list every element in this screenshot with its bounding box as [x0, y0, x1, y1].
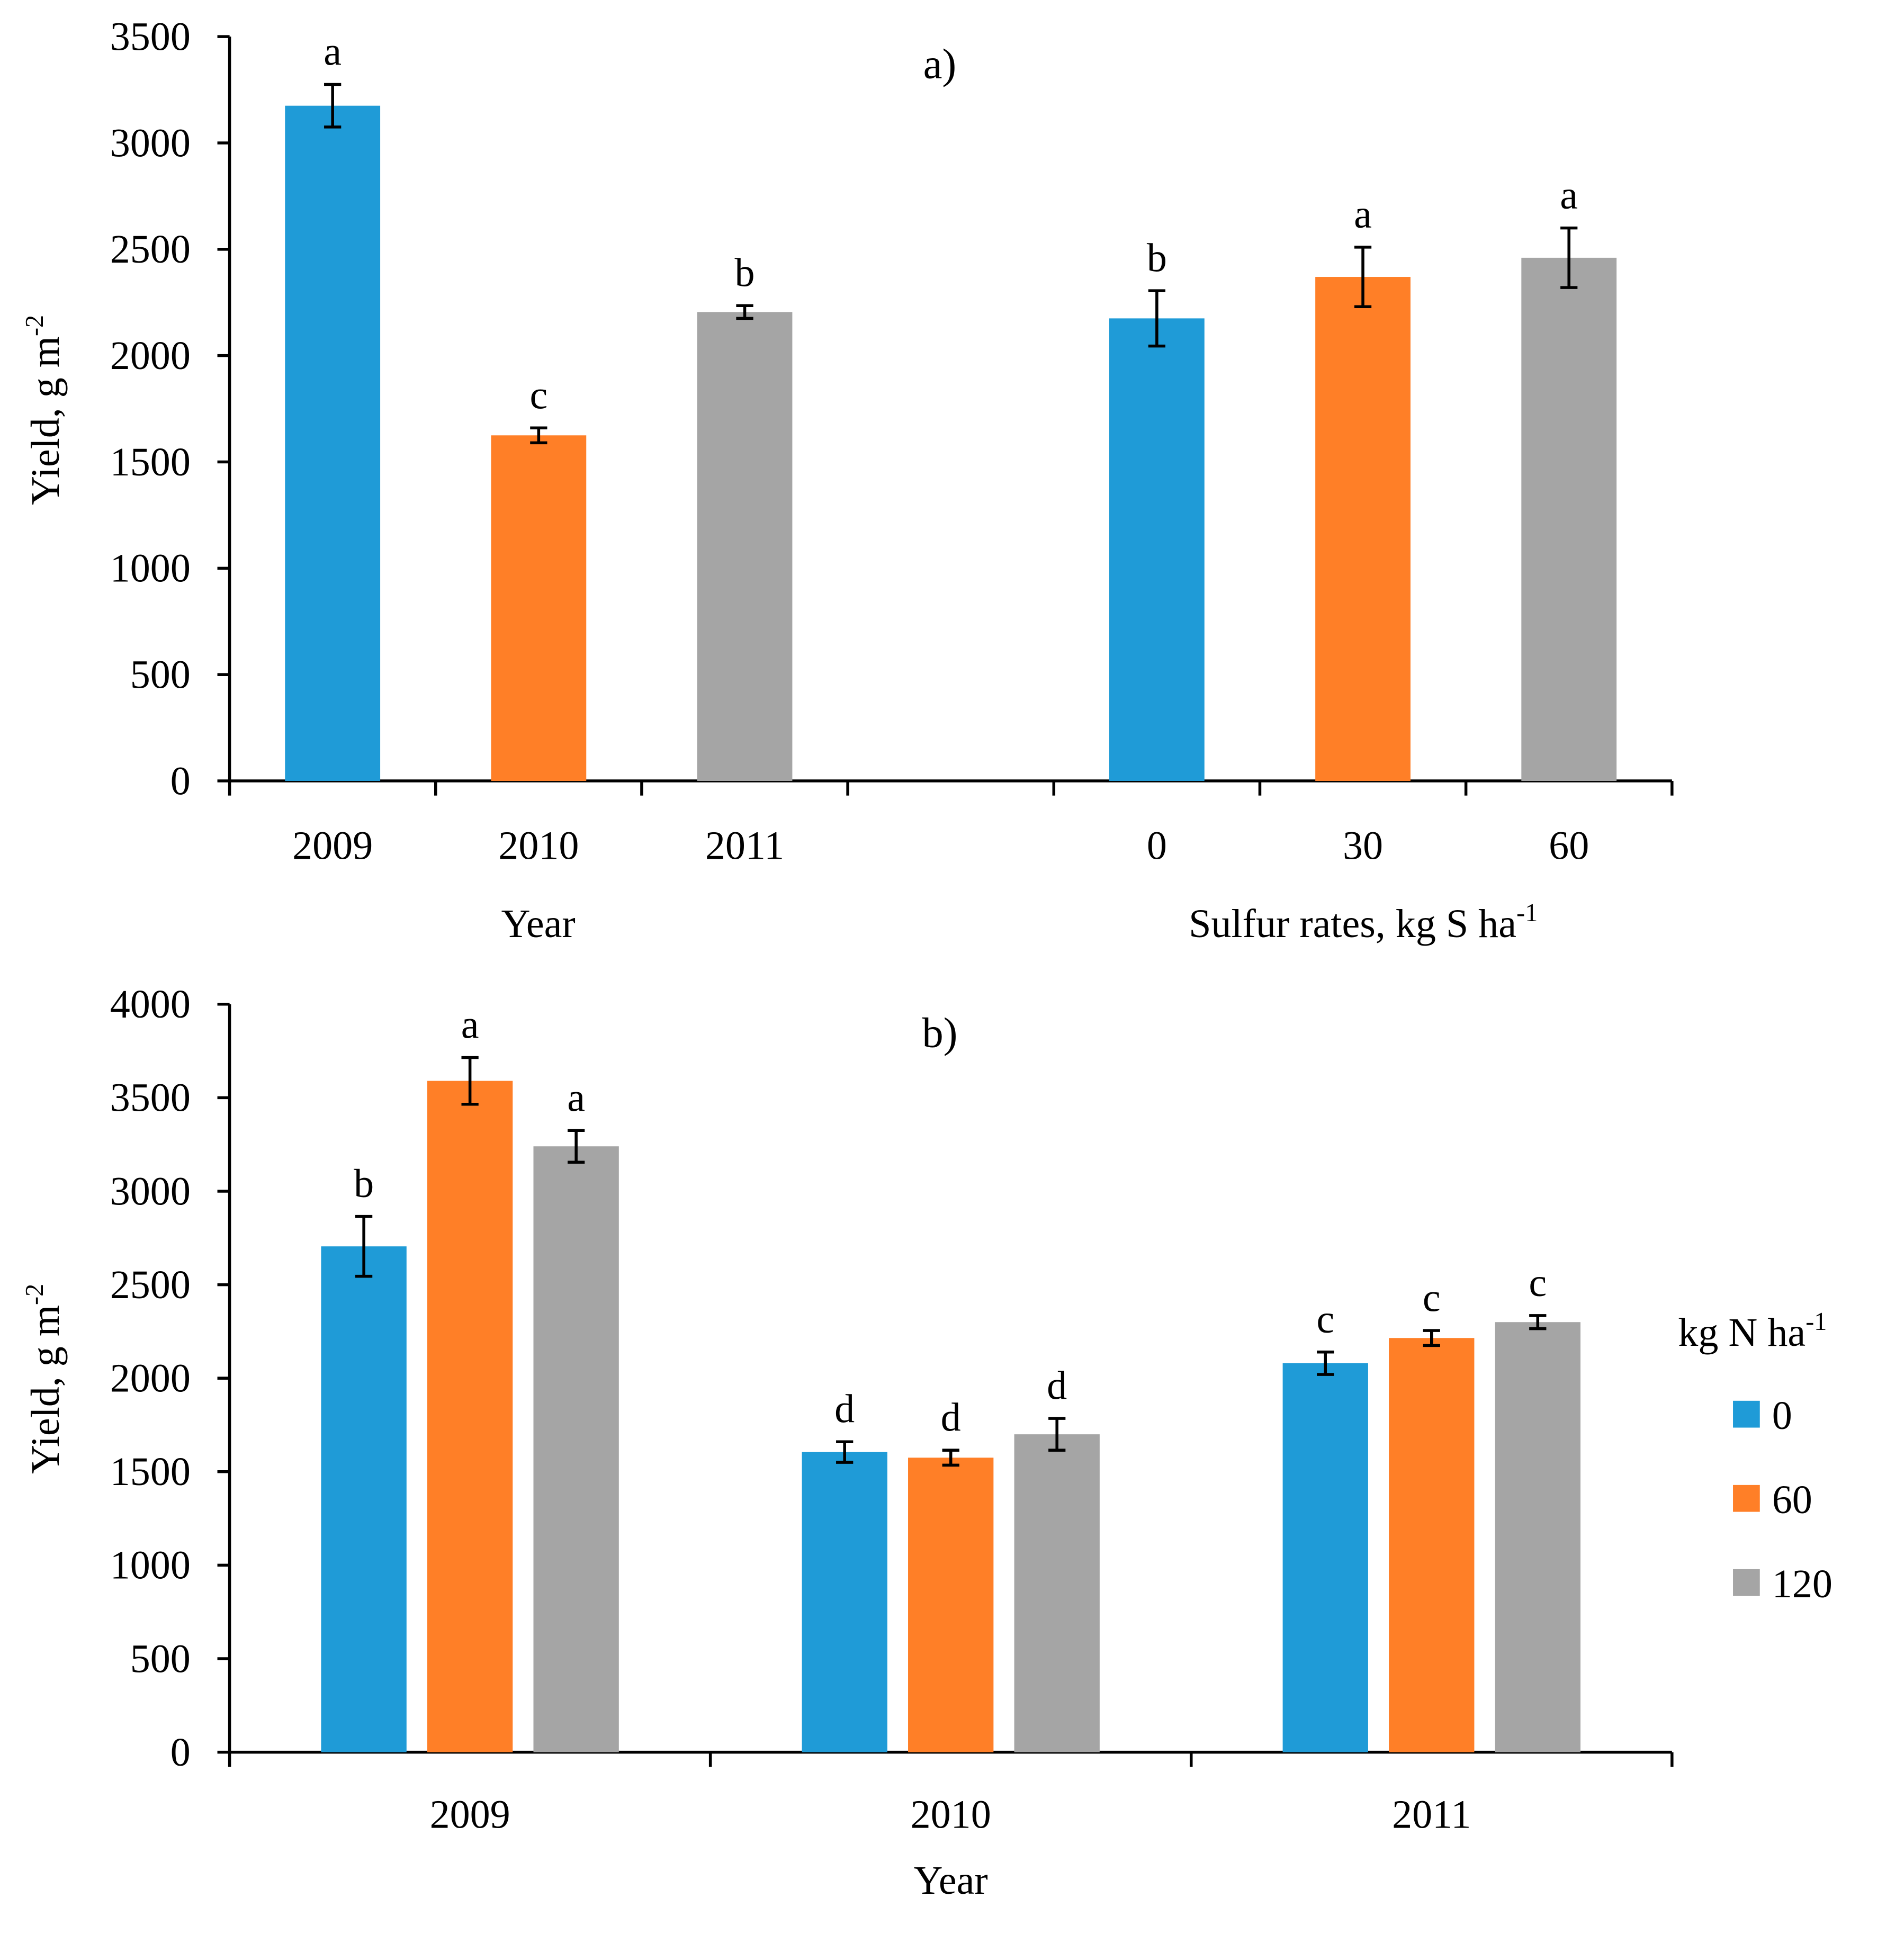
bar-2011-n-60	[1389, 1338, 1475, 1752]
bar-2011-n-0	[1282, 1363, 1368, 1752]
legend-title-superscript: -1	[1806, 1308, 1827, 1336]
bar-sulfur-rates-kg-s-ha-0	[1109, 318, 1205, 781]
x-tick-label: 2011	[1392, 1792, 1471, 1837]
significance-letter: b	[1147, 236, 1167, 280]
y-tick-label: 1500	[110, 440, 191, 484]
bar-2010-n-0	[802, 1452, 887, 1752]
significance-letter: c	[1423, 1275, 1441, 1320]
legend-label-0: 0	[1772, 1393, 1792, 1438]
x-tick-label: 2009	[430, 1792, 510, 1837]
legend-swatch-60	[1733, 1485, 1760, 1512]
significance-letter: d	[1047, 1363, 1067, 1408]
significance-letter: a	[461, 1003, 479, 1047]
y-tick-label: 1000	[110, 546, 191, 591]
panel-b-title: b)	[922, 1009, 957, 1056]
bar-year-2009	[285, 105, 381, 781]
y-tick-label: 3000	[110, 1169, 191, 1213]
y-tick-label: 500	[130, 1636, 191, 1681]
significance-letter: a	[567, 1075, 585, 1120]
y-axis-title-text: Yield, g m	[23, 1305, 68, 1474]
panel-b-marks: 0 500 1000 1500 2000 2500 3000 3500 4000 b a a 2009 d…	[110, 982, 1833, 1837]
y-axis-title-text: Yield, g m	[23, 336, 68, 505]
y-tick-label: 3000	[110, 121, 191, 165]
x-axis-group-title-superscript: -1	[1516, 899, 1538, 927]
panel-a-title: a)	[923, 41, 957, 88]
x-tick-label: 2010	[498, 824, 579, 868]
x-tick-label: 2010	[911, 1792, 991, 1837]
bar-sulfur-rates-kg-s-ha-30	[1315, 277, 1411, 781]
significance-letter: d	[941, 1395, 961, 1440]
bar-2010-n-60	[908, 1458, 994, 1752]
y-tick-label: 1000	[110, 1543, 191, 1588]
significance-letter: a	[324, 30, 342, 74]
y-tick-label: 3500	[110, 14, 191, 59]
significance-letter: b	[354, 1162, 374, 1206]
y-tick-label: 1500	[110, 1450, 191, 1494]
x-tick-label: 2009	[292, 824, 373, 868]
significance-letter: c	[1316, 1297, 1334, 1342]
y-axis-title-superscript: -2	[21, 1284, 49, 1305]
x-tick-label: 2011	[705, 824, 784, 868]
panel-b-x-axis-title: Year	[914, 1858, 988, 1903]
y-tick-label: 2500	[110, 1263, 191, 1307]
y-tick-label: 4000	[110, 982, 191, 1027]
bar-2009-n-60	[427, 1081, 513, 1752]
legend-title-text: kg N ha	[1678, 1310, 1806, 1355]
y-tick-label: 500	[130, 653, 191, 697]
significance-letter: c	[529, 373, 547, 417]
bar-2011-n-120	[1495, 1322, 1580, 1752]
bar-year-2010	[491, 435, 587, 781]
x-tick-label: 60	[1549, 824, 1589, 868]
legend-label-60: 60	[1772, 1478, 1812, 1522]
significance-letter: a	[1354, 192, 1372, 237]
panel-b-y-axis-title: Yield, g m-2	[21, 1284, 68, 1474]
y-tick-label: 2000	[110, 334, 191, 378]
significance-letter: c	[1529, 1261, 1547, 1305]
y-tick-label: 0	[170, 1730, 191, 1775]
x-axis-group-title-year: Year	[501, 902, 576, 946]
bar-sulfur-rates-kg-s-ha-60	[1521, 257, 1617, 781]
bar-2010-n-120	[1014, 1434, 1100, 1752]
panel-b: b) Yield, g m-2 Year kg N ha-1 0 500 1000 1…	[21, 982, 1833, 1903]
x-axis-group-title-text: Year	[501, 902, 576, 946]
significance-letter: a	[1560, 173, 1578, 218]
y-axis-title-superscript: -2	[21, 315, 49, 336]
legend-swatch-120	[1733, 1569, 1760, 1596]
panel-a-marks: 0 500 1000 1500 2000 2500 3000 3500 a 2009 c 2010 b 2…	[110, 14, 1674, 868]
x-tick-label: 30	[1343, 824, 1383, 868]
bar-2009-n-0	[321, 1246, 407, 1752]
significance-letter: b	[735, 250, 755, 295]
panel-a: a) Yield, g m-2 Year Sulfur rates, kg S …	[21, 14, 1674, 946]
y-tick-label: 2500	[110, 227, 191, 272]
legend-label-120: 120	[1772, 1562, 1833, 1606]
bar-year-2011	[697, 312, 793, 781]
y-tick-label: 3500	[110, 1076, 191, 1120]
y-tick-label: 2000	[110, 1356, 191, 1401]
bar-2009-n-120	[533, 1146, 619, 1752]
legend-swatch-0	[1733, 1400, 1760, 1428]
legend-title: kg N ha-1	[1678, 1308, 1827, 1355]
x-tick-label: 0	[1147, 824, 1167, 868]
x-axis-group-title-text: Sulfur rates, kg S ha	[1189, 902, 1516, 946]
y-tick-label: 0	[170, 759, 191, 803]
x-axis-group-title-sulfur-rates: Sulfur rates, kg S ha-1	[1189, 899, 1538, 946]
panel-a-y-axis-title: Yield, g m-2	[21, 315, 68, 505]
significance-letter: d	[834, 1387, 855, 1431]
